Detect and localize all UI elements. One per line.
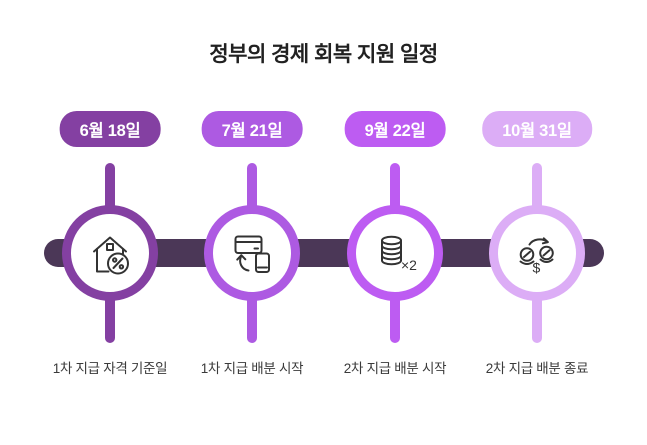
milestone-3: 9월 22일 ×2 2차 지급 배분 시작 bbox=[325, 0, 465, 445]
milestone-label: 1차 지급 자격 기준일 bbox=[52, 361, 168, 376]
milestone-4: 10월 31일 $ 2차 지급 배분 종료 bbox=[467, 0, 607, 445]
date-badge: 6월 18일 bbox=[59, 111, 161, 147]
milestone-circle bbox=[204, 205, 300, 301]
coins-x2-icon: ×2 bbox=[381, 235, 417, 273]
milestone-1: 6월 18일 1차 지급 자격 기준일 bbox=[40, 0, 180, 445]
milestone-label: 1차 지급 배분 시작 bbox=[200, 361, 304, 376]
milestone-circle bbox=[62, 205, 158, 301]
milestone-circle: $ bbox=[489, 205, 585, 301]
milestone-2: 7월 21일 1차 지급 배분 시작 bbox=[182, 0, 322, 445]
coins-multiplier-text: ×2 bbox=[401, 257, 417, 273]
card-phone-transfer-icon bbox=[234, 235, 270, 273]
date-badge: 10월 31일 bbox=[482, 111, 592, 147]
money-exchange-icon: $ bbox=[519, 237, 554, 276]
page-title: 정부의 경제 회복 지원 일정 bbox=[209, 43, 438, 66]
milestone-circle: ×2 bbox=[347, 205, 443, 301]
milestone-label: 2차 지급 배분 시작 bbox=[343, 361, 447, 376]
date-badge: 9월 22일 bbox=[344, 111, 446, 147]
dollar-sign-text: $ bbox=[533, 260, 541, 276]
date-badge: 7월 21일 bbox=[201, 111, 303, 147]
house-percent-icon bbox=[93, 236, 129, 275]
milestone-label: 2차 지급 배분 종료 bbox=[485, 361, 589, 376]
